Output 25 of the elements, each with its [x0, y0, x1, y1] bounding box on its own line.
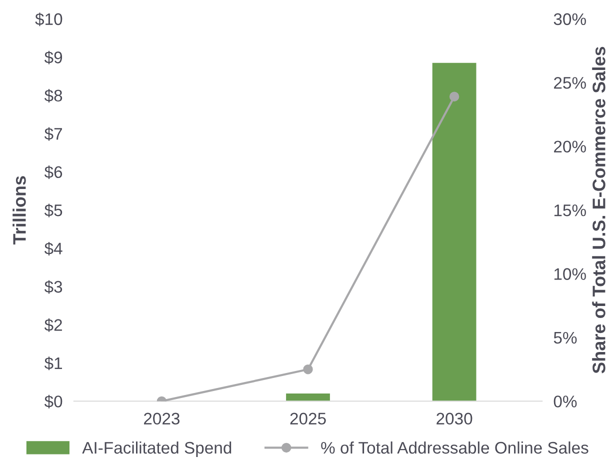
y-tick-label: $2: [44, 318, 62, 332]
y-tick-label: $5: [44, 204, 62, 218]
y-tick-label: $6: [44, 166, 62, 180]
legend-label: AI-Facilitated Spend: [82, 441, 232, 457]
x-tick-label: 2025: [290, 412, 326, 425]
y-tick-label: $3: [44, 280, 62, 294]
y2-tick-label: 25%: [554, 77, 586, 89]
y-axis-title: Trillions: [12, 176, 26, 244]
legend-label: % of Total Addressable Online Sales: [321, 441, 588, 454]
y2-axis-title: Share of Total U.S. E-Commerce Sales: [592, 46, 606, 374]
y2-tick-label: 15%: [554, 204, 586, 216]
x-tick-label: 2030: [436, 412, 472, 425]
y2-tick-label: 0%: [554, 396, 577, 408]
y2-tick-label: 30%: [554, 13, 586, 26]
y-tick-label: $10: [35, 12, 62, 26]
y-tick-label: $9: [44, 50, 62, 64]
y-tick-label: $4: [44, 242, 62, 256]
x-tick-label: 2023: [144, 412, 180, 425]
y-tick-label: $8: [44, 89, 62, 103]
y-tick-label: $0: [44, 394, 62, 408]
y-tick-label: $1: [44, 356, 62, 370]
y2-tick-label: 10%: [554, 268, 586, 280]
y2-tick-label: 5%: [554, 332, 577, 344]
y2-tick-label: 20%: [554, 140, 586, 153]
y-tick-label: $7: [44, 127, 62, 141]
